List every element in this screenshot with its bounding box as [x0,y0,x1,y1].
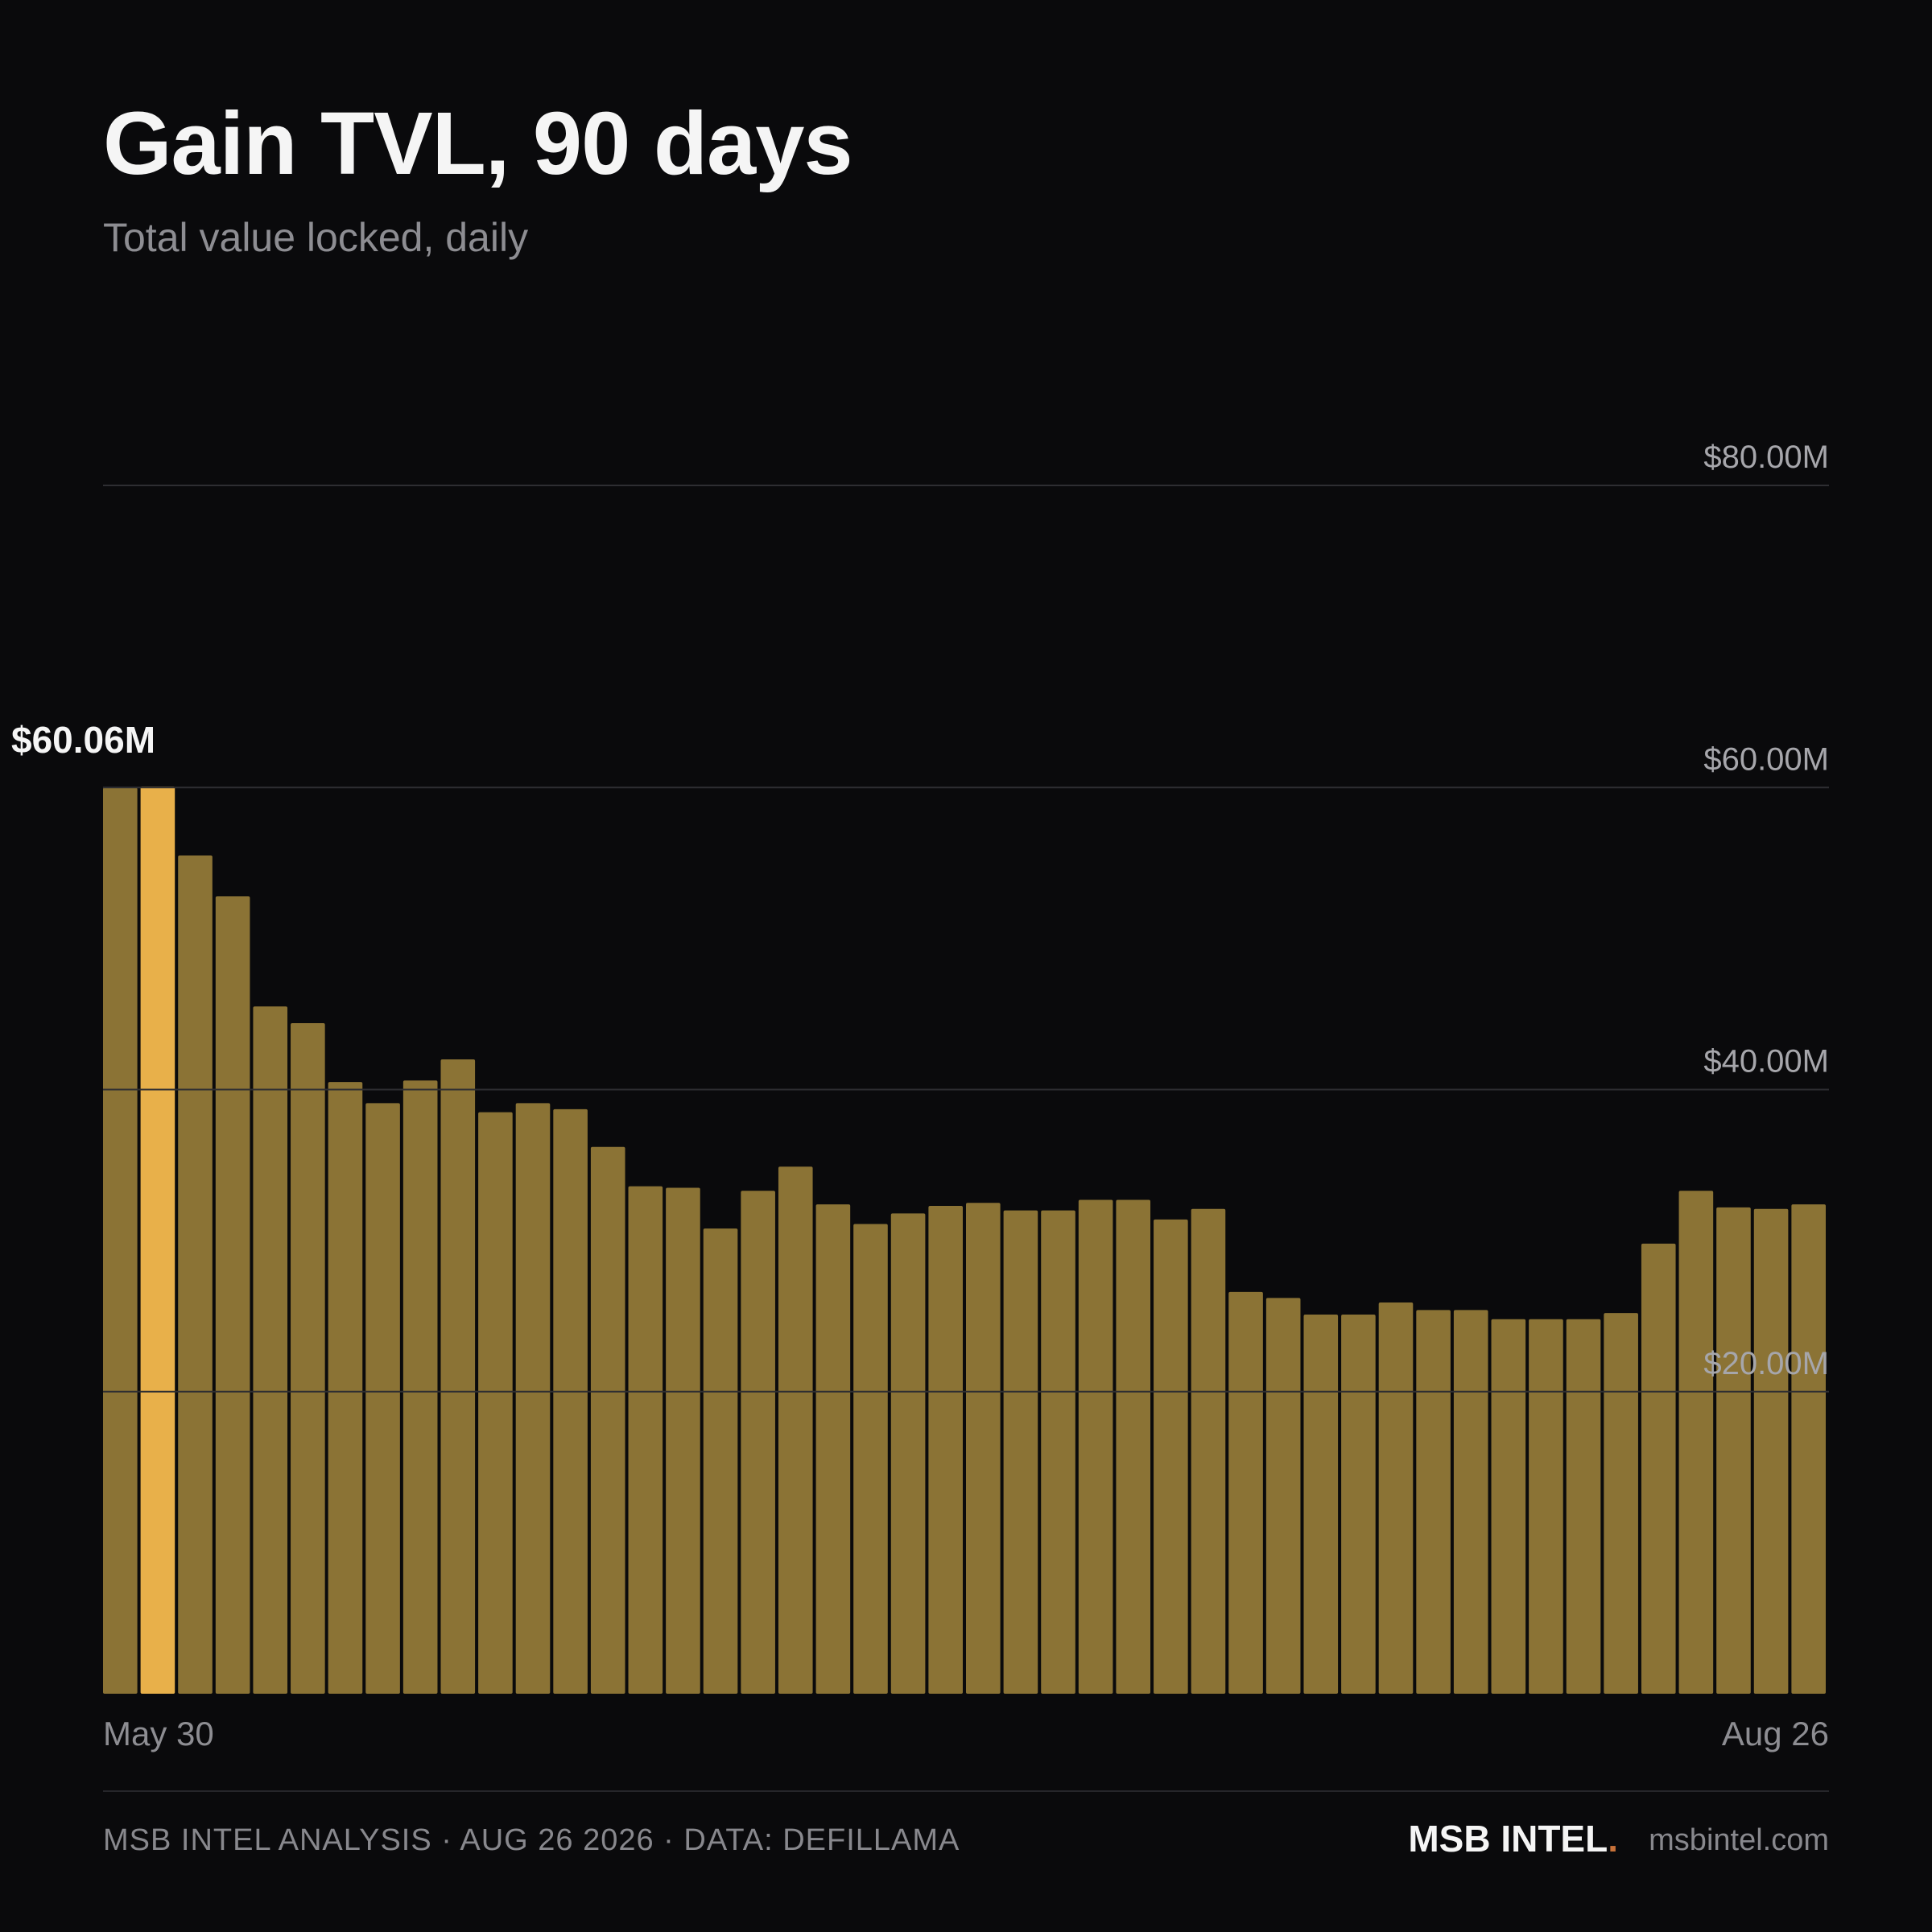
bar [1341,1315,1376,1694]
footer-brand: MSB INTEL. [1408,1817,1618,1860]
bars-layer [103,786,1826,1694]
labels-layer: $20.00M $40.00M $60.00M $80.00M $60.06M May 3… [11,440,1829,1752]
bar [1416,1310,1451,1694]
bar [666,1187,700,1694]
x-tick-label-start: May 30 [103,1715,214,1752]
bar [890,1213,926,1694]
bar [103,787,138,1694]
bar [1041,1210,1075,1694]
bar [402,1080,438,1694]
bar [1003,1210,1038,1694]
bar [1678,1191,1714,1694]
bar [703,1228,738,1694]
bar [1716,1207,1751,1694]
bar [1604,1313,1638,1694]
bar [1753,1208,1789,1694]
y-tick-label: $60.00M [1703,741,1829,777]
bar [291,1022,325,1694]
bar [628,1186,663,1694]
bar [928,1205,963,1694]
bar [1453,1310,1488,1694]
bar [440,1059,476,1694]
bar [1529,1319,1563,1694]
bar [590,1146,625,1694]
bar [1791,1204,1826,1694]
bar [1154,1219,1188,1694]
chart-title: Gain TVL, 90 days [103,94,853,193]
y-tick-label: $20.00M [1703,1346,1829,1381]
y-tick-label: $80.00M [1703,440,1829,475]
bar [1303,1315,1339,1694]
grid-layer [103,485,1829,1393]
bar [815,1204,851,1694]
footer-source: MSB INTEL ANALYSIS · AUG 26 2026 · DATA:… [103,1823,960,1857]
bar-highlight [140,786,175,1694]
bar [1641,1243,1676,1694]
bar [1265,1298,1301,1694]
bar [966,1203,1001,1694]
bar [178,855,213,1694]
bar [328,1082,363,1694]
bar [253,1006,288,1694]
chart-subtitle: Total value locked, daily [103,215,529,260]
bar [1491,1319,1526,1694]
bar [515,1103,551,1694]
footer-divider [103,1790,1829,1792]
brand-dot: . [1608,1818,1618,1860]
bar [365,1103,400,1694]
bar [741,1191,775,1694]
highlight-value-label: $60.06M [11,719,155,761]
bar [778,1166,813,1694]
bar [1228,1291,1263,1694]
bar [478,1112,513,1694]
bar [1116,1199,1151,1694]
bar [215,896,250,1694]
footer-site-link[interactable]: msbintel.com [1649,1823,1829,1857]
y-tick-label: $40.00M [1703,1044,1829,1080]
bar [853,1224,888,1694]
bar [1078,1199,1113,1694]
bar [1378,1302,1414,1694]
bar [1191,1208,1226,1694]
brand-name: MSB INTEL [1408,1818,1608,1860]
bar [553,1108,588,1694]
x-tick-label-end: Aug 26 [1722,1715,1829,1752]
bar [1566,1319,1601,1694]
